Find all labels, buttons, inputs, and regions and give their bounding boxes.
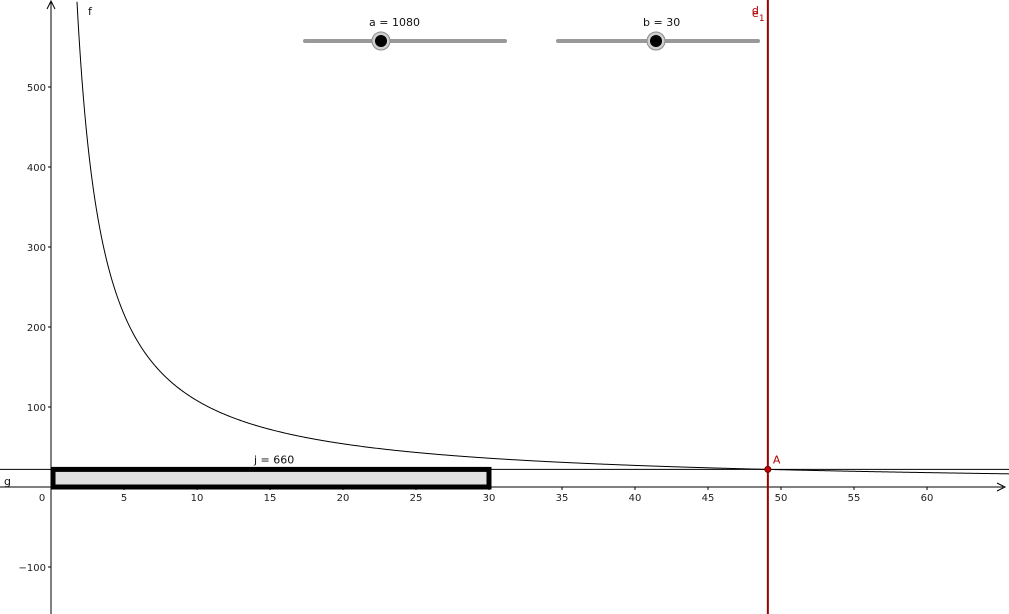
y-tick-label: 300 (27, 243, 46, 254)
y-tick-label: −100 (19, 563, 46, 574)
vertical-line-label-overlap: e (752, 7, 759, 20)
vertical-line-label-subscript: 1 (759, 14, 765, 24)
y-tick-label: 100 (27, 403, 46, 414)
x-tick-label: 45 (702, 493, 715, 504)
x-tick-label: 5 (121, 493, 127, 504)
x-tick-label: 35 (556, 493, 569, 504)
slider-b[interactable]: b = 30 (556, 16, 760, 51)
y-tick-label: 500 (27, 83, 46, 94)
slider-b-knob[interactable] (650, 35, 662, 47)
y-tick-label: 400 (27, 163, 46, 174)
x-tick-label: 10 (191, 493, 204, 504)
point-a-label: A (773, 453, 781, 466)
function-f-label: f (88, 5, 93, 18)
x-axis-arrow (996, 482, 1007, 492)
function-f-curve[interactable] (76, 1, 1009, 475)
slider-a-label: a = 1080 (369, 16, 420, 29)
x-tick-label: 55 (848, 493, 861, 504)
polygon-j-label: j = 660 (253, 453, 294, 466)
x-tick-label: 15 (264, 493, 277, 504)
x-tick-label: 20 (337, 493, 350, 504)
vertical-line-label: d (752, 4, 759, 17)
point-a[interactable] (764, 465, 772, 473)
x-tick-label: 60 (921, 493, 934, 504)
x-tick-label: 30 (483, 493, 496, 504)
x-tick-label: 40 (629, 493, 642, 504)
x-tick-label: 50 (775, 493, 788, 504)
slider-a[interactable]: a = 1080 (303, 16, 507, 51)
slider-a-knob[interactable] (375, 35, 387, 47)
slider-b-label: b = 30 (643, 16, 680, 29)
polygon-j[interactable] (50, 466, 492, 490)
line-g-label: g (4, 475, 11, 488)
x-tick-label: 25 (410, 493, 423, 504)
y-axis-arrow (46, 0, 56, 10)
y-tick-label: 200 (27, 323, 46, 334)
x-tick-label: 0 (39, 493, 45, 504)
